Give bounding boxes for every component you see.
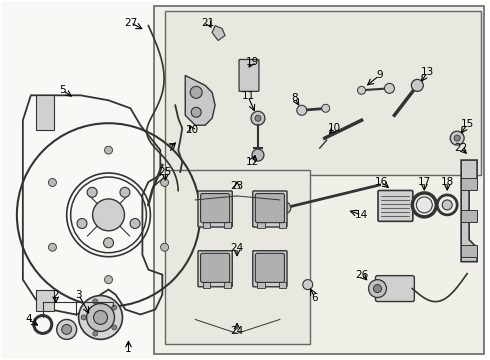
Text: 19: 19 <box>245 58 259 67</box>
Circle shape <box>81 315 86 320</box>
Bar <box>165 170 310 345</box>
Text: 23: 23 <box>230 181 244 191</box>
Bar <box>154 6 484 354</box>
Polygon shape <box>185 75 215 125</box>
Circle shape <box>104 276 113 284</box>
Circle shape <box>87 303 115 332</box>
Bar <box>224 222 231 228</box>
Circle shape <box>49 243 56 251</box>
Bar <box>461 245 477 257</box>
Circle shape <box>62 324 72 334</box>
Text: 2: 2 <box>52 289 59 300</box>
FancyBboxPatch shape <box>255 194 285 222</box>
Circle shape <box>385 84 394 93</box>
Circle shape <box>77 219 87 229</box>
Text: 25: 25 <box>159 167 172 177</box>
Bar <box>224 282 231 288</box>
Text: 10: 10 <box>328 123 341 133</box>
Circle shape <box>297 105 307 115</box>
Text: 9: 9 <box>376 71 383 80</box>
Circle shape <box>93 299 98 304</box>
Text: 21: 21 <box>201 18 215 28</box>
Text: 22: 22 <box>455 143 468 153</box>
Text: 11: 11 <box>242 91 255 101</box>
Text: 20: 20 <box>186 125 199 135</box>
Text: 6: 6 <box>312 293 318 302</box>
Text: 5: 5 <box>59 85 66 95</box>
Text: 24: 24 <box>230 327 244 336</box>
Text: 15: 15 <box>461 119 474 129</box>
Circle shape <box>252 149 264 161</box>
Bar <box>257 282 265 288</box>
FancyBboxPatch shape <box>378 190 413 221</box>
Bar <box>36 95 54 130</box>
Circle shape <box>112 305 117 310</box>
FancyBboxPatch shape <box>375 276 415 302</box>
Bar <box>461 178 477 190</box>
FancyBboxPatch shape <box>255 253 285 282</box>
FancyBboxPatch shape <box>253 191 287 227</box>
Text: 27: 27 <box>124 18 137 28</box>
Text: 4: 4 <box>25 314 32 324</box>
Bar <box>202 222 210 228</box>
Circle shape <box>78 296 122 339</box>
Circle shape <box>49 179 56 186</box>
Polygon shape <box>212 26 225 41</box>
Circle shape <box>373 285 382 293</box>
Text: 3: 3 <box>75 289 82 300</box>
Circle shape <box>57 319 76 339</box>
Text: 12: 12 <box>245 157 259 167</box>
FancyBboxPatch shape <box>239 59 259 91</box>
Circle shape <box>130 219 140 229</box>
Circle shape <box>104 146 113 154</box>
Text: 8: 8 <box>292 93 298 103</box>
FancyBboxPatch shape <box>200 194 230 222</box>
Circle shape <box>120 187 130 197</box>
Circle shape <box>279 202 291 214</box>
Circle shape <box>161 243 169 251</box>
Bar <box>202 282 210 288</box>
Circle shape <box>191 107 201 117</box>
Polygon shape <box>461 160 477 262</box>
Text: 7: 7 <box>167 143 173 153</box>
Circle shape <box>412 80 423 91</box>
Circle shape <box>450 131 464 145</box>
Text: 26: 26 <box>355 270 368 280</box>
Text: 18: 18 <box>441 177 454 187</box>
Circle shape <box>322 104 330 112</box>
Bar <box>279 282 286 288</box>
Circle shape <box>94 310 107 324</box>
Bar <box>257 222 265 228</box>
Text: 1: 1 <box>125 345 132 354</box>
Text: 13: 13 <box>421 67 434 77</box>
Circle shape <box>87 187 97 197</box>
Bar <box>36 289 54 311</box>
Text: 17: 17 <box>417 177 431 187</box>
Circle shape <box>255 115 261 121</box>
Circle shape <box>358 86 366 94</box>
Text: 24: 24 <box>230 243 244 253</box>
Circle shape <box>93 331 98 336</box>
Bar <box>1 1 158 359</box>
Text: 16: 16 <box>375 177 388 187</box>
Text: 14: 14 <box>355 210 368 220</box>
Circle shape <box>103 238 114 248</box>
Circle shape <box>303 280 313 289</box>
Circle shape <box>190 86 202 98</box>
FancyBboxPatch shape <box>253 251 287 287</box>
Circle shape <box>161 179 169 186</box>
Circle shape <box>112 325 117 330</box>
Bar <box>279 222 286 228</box>
Bar <box>461 210 477 222</box>
FancyBboxPatch shape <box>200 253 230 282</box>
FancyBboxPatch shape <box>198 191 232 227</box>
Circle shape <box>442 200 452 210</box>
Circle shape <box>454 135 460 141</box>
Bar <box>165 11 481 175</box>
Circle shape <box>93 199 124 231</box>
Circle shape <box>416 197 432 213</box>
FancyBboxPatch shape <box>198 251 232 287</box>
Circle shape <box>251 111 265 125</box>
Circle shape <box>368 280 387 298</box>
